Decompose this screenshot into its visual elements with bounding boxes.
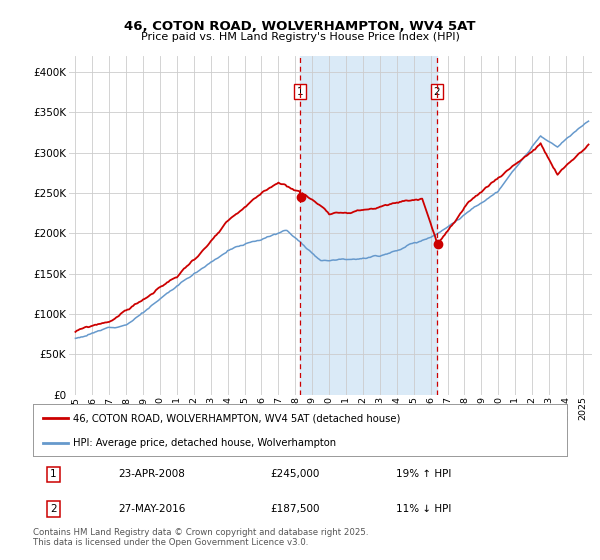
Text: 27-MAY-2016: 27-MAY-2016 bbox=[118, 504, 186, 514]
Bar bbox=[300, 56, 437, 395]
Text: 46, COTON ROAD, WOLVERHAMPTON, WV4 5AT: 46, COTON ROAD, WOLVERHAMPTON, WV4 5AT bbox=[124, 20, 476, 32]
Text: 1: 1 bbox=[50, 469, 56, 479]
Text: HPI: Average price, detached house, Wolverhampton: HPI: Average price, detached house, Wolv… bbox=[73, 438, 336, 449]
Text: 1: 1 bbox=[297, 87, 304, 96]
Text: 2: 2 bbox=[50, 504, 56, 514]
Text: 23-APR-2008: 23-APR-2008 bbox=[118, 469, 185, 479]
Text: £187,500: £187,500 bbox=[271, 504, 320, 514]
Text: 46, COTON ROAD, WOLVERHAMPTON, WV4 5AT (detached house): 46, COTON ROAD, WOLVERHAMPTON, WV4 5AT (… bbox=[73, 413, 400, 423]
Text: 11% ↓ HPI: 11% ↓ HPI bbox=[396, 504, 451, 514]
Text: Contains HM Land Registry data © Crown copyright and database right 2025.
This d: Contains HM Land Registry data © Crown c… bbox=[33, 528, 368, 548]
Text: £245,000: £245,000 bbox=[271, 469, 320, 479]
Text: Price paid vs. HM Land Registry's House Price Index (HPI): Price paid vs. HM Land Registry's House … bbox=[140, 32, 460, 43]
Text: 19% ↑ HPI: 19% ↑ HPI bbox=[396, 469, 451, 479]
Text: 2: 2 bbox=[434, 87, 440, 96]
